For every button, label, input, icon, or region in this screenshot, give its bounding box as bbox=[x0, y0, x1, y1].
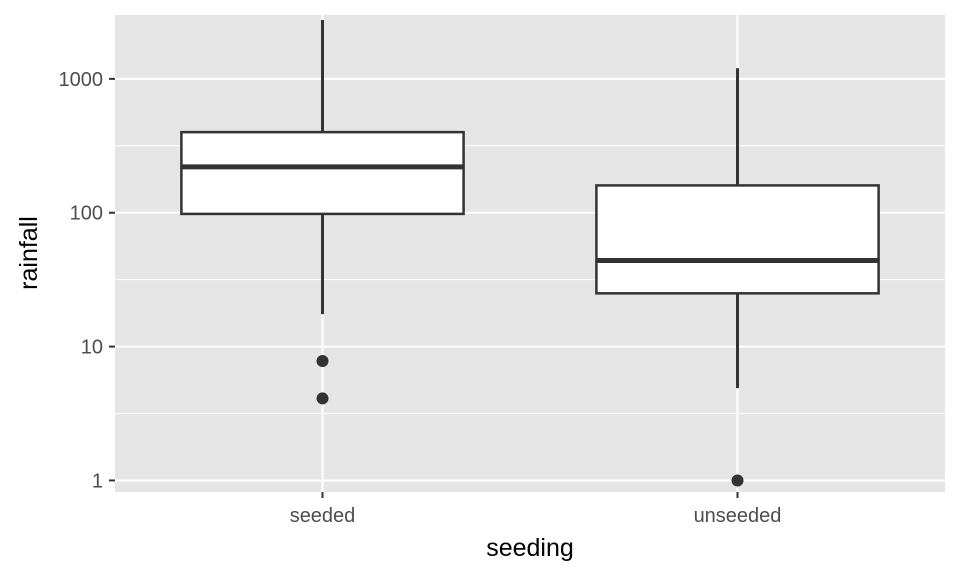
interquartile-box bbox=[595, 184, 880, 295]
y-axis-title: rainfall bbox=[15, 216, 43, 290]
y-tick-label: 10 bbox=[81, 337, 103, 359]
x-tick-label: seeded bbox=[290, 505, 356, 527]
y-axis: 1 10 100 1000 bbox=[59, 69, 115, 492]
y-tick-label: 1 bbox=[92, 470, 103, 492]
box-seeded bbox=[180, 20, 465, 405]
x-tick-label: unseeded bbox=[694, 505, 782, 527]
outlier-point bbox=[316, 392, 329, 405]
interquartile-box bbox=[180, 130, 465, 216]
y-tick-label: 100 bbox=[70, 203, 103, 225]
y-tick-label: 1000 bbox=[59, 69, 104, 91]
box-series bbox=[180, 20, 880, 487]
outlier-point bbox=[731, 474, 744, 487]
x-axis-title: seeding bbox=[486, 534, 574, 562]
box-unseeded bbox=[595, 68, 880, 487]
x-axis: seeded unseeded bbox=[290, 492, 782, 527]
outlier-point bbox=[316, 355, 329, 368]
